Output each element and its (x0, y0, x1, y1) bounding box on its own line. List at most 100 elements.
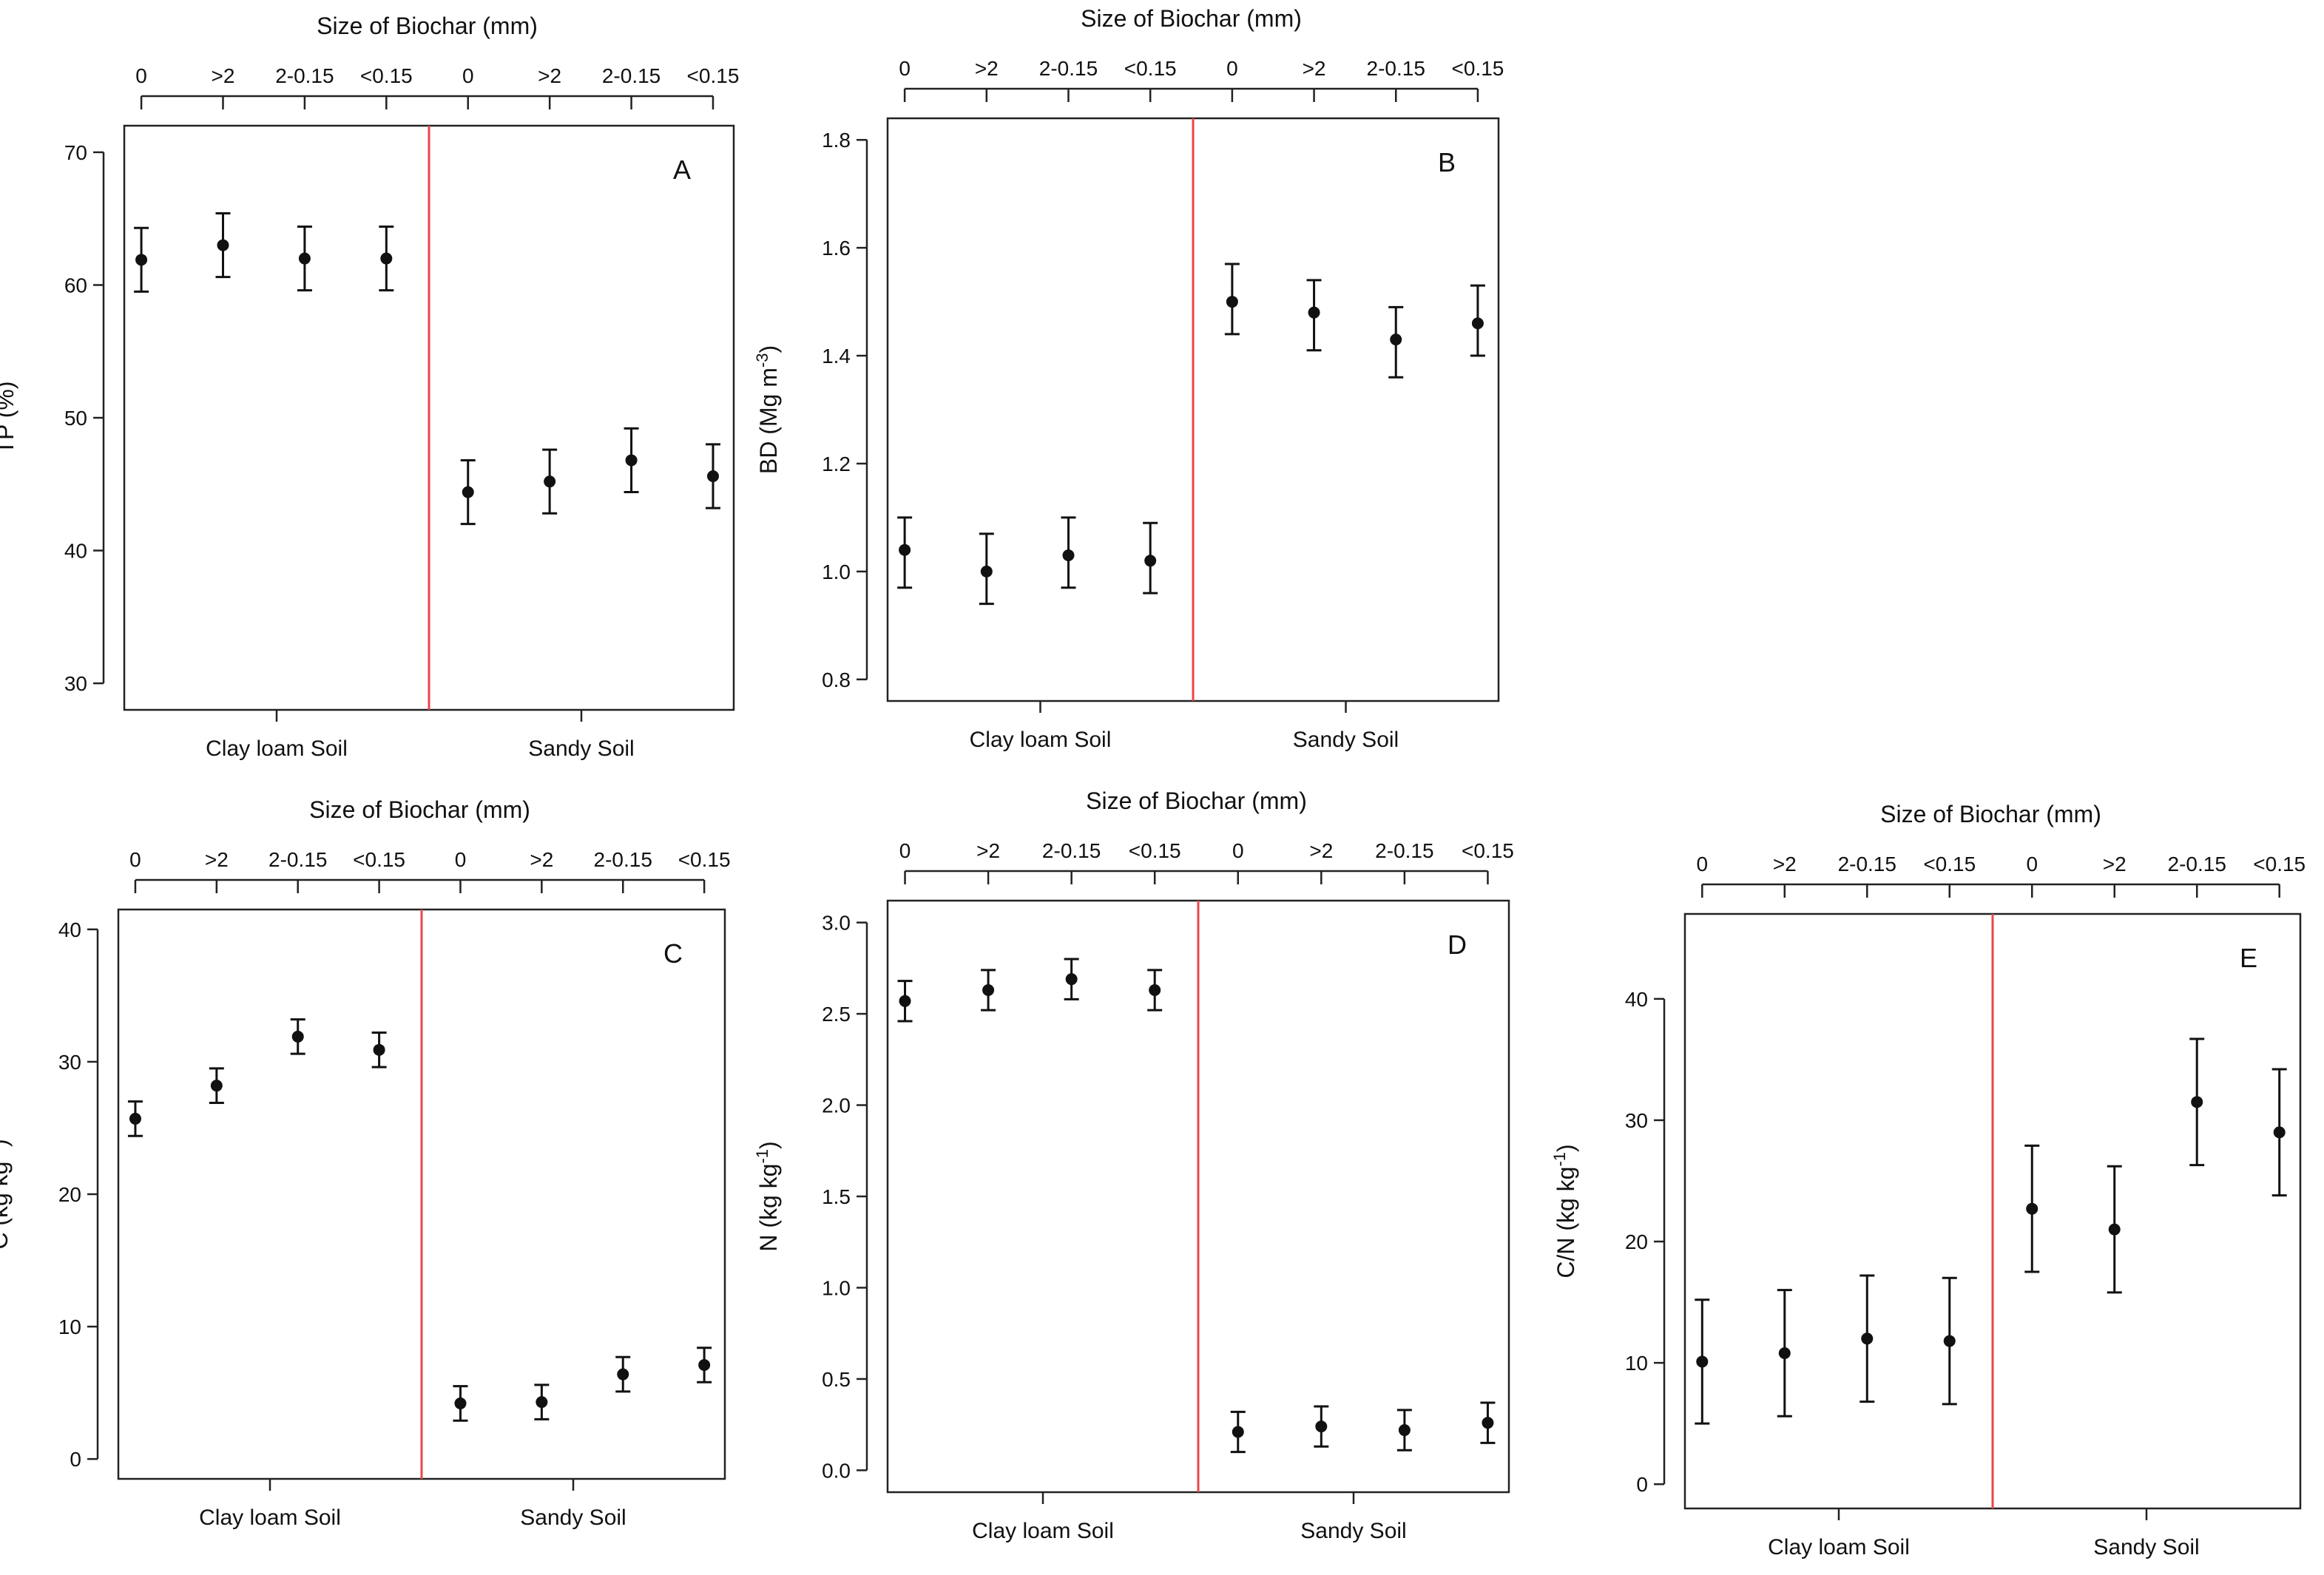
data-point (210, 1080, 223, 1092)
top-tick-label: <0.15 (360, 64, 413, 87)
panel-letter: E (2240, 943, 2257, 973)
y-axis-label: BD (Mg m-3) (753, 345, 782, 474)
y-tick-label: 1.5 (822, 1185, 851, 1208)
data-point (1308, 306, 1320, 319)
y-tick-label: 40 (64, 540, 87, 563)
y-tick-label: 3.0 (822, 912, 851, 935)
top-tick-label: <0.15 (1124, 57, 1177, 80)
y-tick-label: 1.0 (822, 560, 851, 583)
data-point (1065, 973, 1078, 986)
top-tick-label: 0 (899, 57, 911, 80)
data-point (298, 252, 311, 265)
data-point (706, 470, 719, 482)
data-point (1149, 983, 1161, 996)
y-tick-label: 40 (1625, 988, 1648, 1011)
data-point (617, 1368, 629, 1381)
data-point (980, 565, 993, 578)
data-point (536, 1396, 548, 1409)
data-point (1062, 549, 1075, 561)
top-axis-title: Size of Biochar (mm) (309, 796, 530, 823)
soil-group-label: Sandy Soil (2093, 1535, 2199, 1559)
top-tick-label: <0.15 (1451, 57, 1504, 80)
data-point (1943, 1335, 1956, 1347)
data-point (2026, 1202, 2038, 1215)
top-tick-label: >2 (212, 64, 235, 87)
y-tick-label: 1.8 (822, 129, 851, 152)
data-point (1471, 317, 1484, 330)
data-point (698, 1359, 711, 1371)
data-point (135, 254, 148, 266)
top-tick-label: 2-0.15 (1367, 57, 1425, 80)
top-tick-label: >2 (975, 57, 999, 80)
y-tick-label: 0.5 (822, 1368, 851, 1391)
y-tick-label: 40 (58, 918, 81, 941)
panel-letter: A (673, 155, 691, 185)
top-tick-label: 2-0.15 (602, 64, 661, 87)
top-tick-label: 2-0.15 (1042, 839, 1101, 862)
top-tick-label: 0 (2026, 853, 2038, 875)
top-tick-label: 2-0.15 (594, 848, 652, 871)
top-axis-title: Size of Biochar (mm) (1880, 801, 2101, 827)
data-point (899, 995, 911, 1007)
data-point (1315, 1420, 1328, 1433)
data-point (899, 543, 911, 556)
top-tick-label: 2-0.15 (1039, 57, 1098, 80)
y-tick-label: 30 (58, 1051, 81, 1074)
top-tick-label: 0 (462, 64, 474, 87)
top-tick-label: 2-0.15 (268, 848, 327, 871)
top-tick-label: <0.15 (1923, 853, 1976, 875)
y-tick-label: 1.6 (822, 237, 851, 260)
top-tick-label: >2 (1773, 853, 1797, 875)
top-tick-label: <0.15 (1129, 839, 1181, 862)
y-tick-label: 20 (1625, 1230, 1648, 1253)
panel-b: 0 >2 2-0.15 <0.15 0 >2 2-0.15 <0.15 Size of Bioc… (753, 5, 1504, 752)
top-tick-label: 0 (1232, 839, 1244, 862)
y-axis-label: C (kg kg-1) (0, 1139, 13, 1249)
data-point (1144, 555, 1157, 567)
y-tick-label: 0 (1636, 1473, 1648, 1496)
soil-group-label: Sandy Soil (520, 1505, 626, 1530)
data-point (982, 983, 995, 996)
top-axis-title: Size of Biochar (mm) (1081, 5, 1302, 32)
top-tick-label: 0 (899, 839, 911, 862)
top-tick-label: 0 (135, 64, 147, 87)
data-point (1778, 1347, 1791, 1359)
soil-group-label: Clay loam Soil (206, 736, 348, 761)
y-tick-label: 2.5 (822, 1003, 851, 1026)
panel-a: 0 >2 2-0.15 <0.15 0 >2 2-0.15 <0.15 Size of Bioc… (0, 13, 739, 761)
panel-letter: C (663, 938, 683, 969)
soil-group-label: Sandy Soil (1293, 728, 1399, 752)
data-point (129, 1112, 141, 1125)
top-tick-label: >2 (1303, 57, 1326, 80)
y-tick-label: 1.4 (822, 345, 851, 368)
y-tick-label: 1.2 (822, 453, 851, 475)
top-tick-label: <0.15 (2253, 853, 2306, 875)
panel-e: 0 >2 2-0.15 <0.15 0 >2 2-0.15 <0.15 Size of Bioc… (1550, 801, 2306, 1559)
data-point (1482, 1417, 1494, 1429)
top-tick-label: 2-0.15 (275, 64, 334, 87)
top-tick-label: <0.15 (353, 848, 405, 871)
y-tick-label: 50 (64, 407, 87, 430)
data-point (380, 252, 393, 265)
y-tick-label: 1.0 (822, 1276, 851, 1299)
top-tick-label: 0 (1226, 57, 1238, 80)
y-tick-label: 30 (1625, 1109, 1648, 1132)
data-point (291, 1030, 304, 1043)
y-axis-label: TP (%) (0, 382, 18, 455)
top-tick-label: 0 (129, 848, 141, 871)
top-tick-label: 2-0.15 (1375, 839, 1433, 862)
top-axis-title: Size of Biochar (mm) (1086, 788, 1307, 814)
top-tick-label: >2 (2103, 853, 2127, 875)
y-tick-label: 10 (1625, 1352, 1648, 1375)
top-tick-label: >2 (976, 839, 1000, 862)
soil-group-label: Clay loam Soil (1768, 1535, 1910, 1559)
y-tick-label: 0 (70, 1448, 81, 1471)
top-tick-label: 0 (455, 848, 467, 871)
y-tick-label: 2.0 (822, 1094, 851, 1117)
top-axis-title: Size of Biochar (mm) (317, 13, 538, 39)
top-tick-label: <0.15 (1462, 839, 1514, 862)
data-point (373, 1043, 385, 1056)
top-tick-label: >2 (1309, 839, 1333, 862)
top-tick-label: <0.15 (678, 848, 731, 871)
